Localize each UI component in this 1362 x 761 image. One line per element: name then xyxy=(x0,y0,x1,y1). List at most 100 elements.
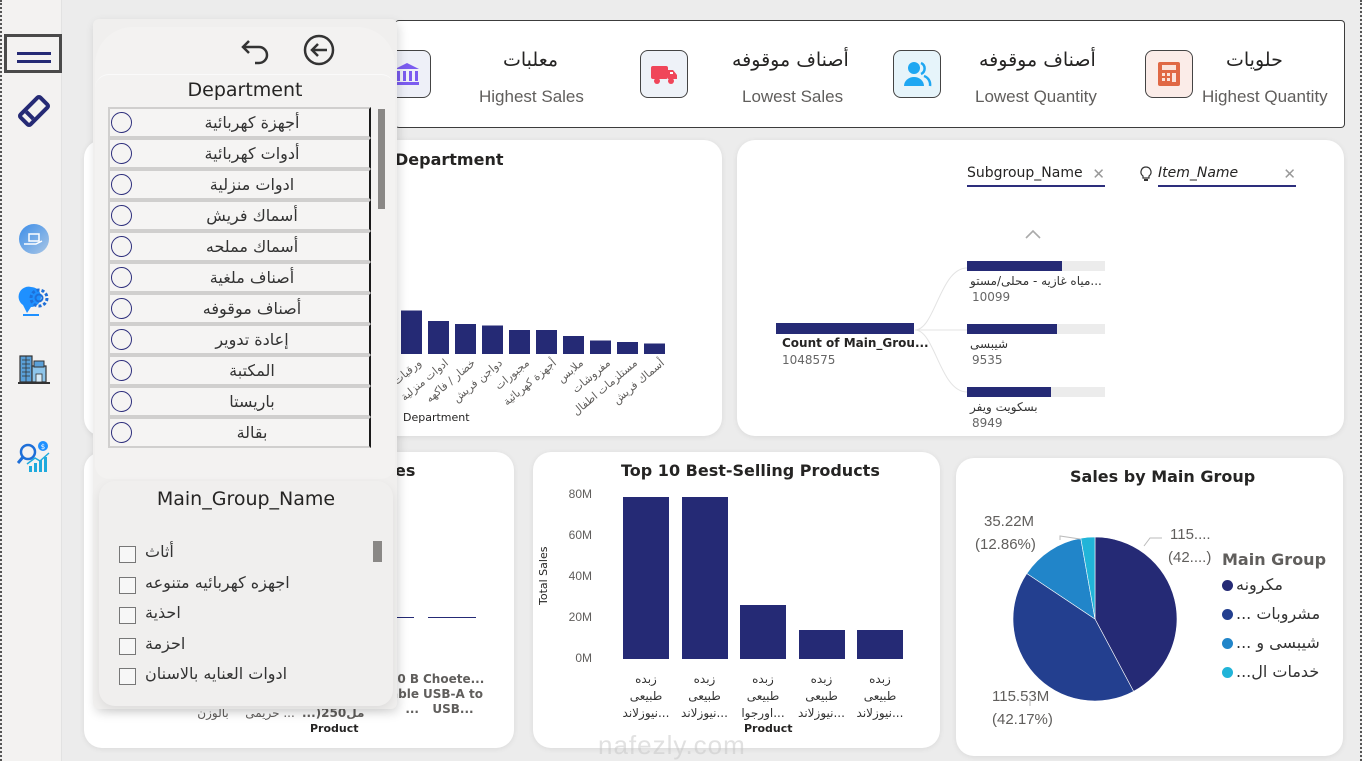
legend-item[interactable]: مكرونه xyxy=(1222,575,1283,594)
product-x-tick-label: طبيعى xyxy=(805,689,838,703)
main-group-slicer-item-label: ادوات العنايه بالاسنان xyxy=(145,664,288,683)
legend-item[interactable]: ...خدمات ال xyxy=(1222,662,1319,681)
department-slicer-item[interactable]: إعادة تدوير xyxy=(108,324,371,355)
main-group-slicer-item-label: أثاث xyxy=(145,542,174,561)
department-bar[interactable] xyxy=(455,324,476,354)
buildings-icon[interactable] xyxy=(17,352,51,386)
delivery-hand-icon[interactable] xyxy=(17,222,51,256)
radio-button[interactable] xyxy=(111,112,132,133)
product-bar[interactable] xyxy=(681,497,728,659)
radio-button[interactable] xyxy=(111,267,132,288)
department-bar[interactable] xyxy=(563,336,584,354)
svg-text:$: $ xyxy=(41,443,45,451)
department-slicer-item[interactable]: المكتبة xyxy=(108,355,371,386)
department-bar[interactable] xyxy=(590,340,611,355)
decomp-field-item[interactable]: Item_Name ✕ xyxy=(1158,165,1296,187)
radio-button[interactable] xyxy=(111,298,132,319)
department-slicer-item[interactable]: أسماك مملحه xyxy=(108,231,371,262)
eraser-icon[interactable] xyxy=(17,94,51,128)
department-bar[interactable] xyxy=(536,330,557,354)
location-gear-icon[interactable] xyxy=(17,283,51,317)
pie-data-label: 115.53M xyxy=(992,688,1050,705)
product-bar[interactable] xyxy=(798,630,845,659)
department-bar[interactable] xyxy=(644,343,665,355)
back-arrow-circle-icon[interactable] xyxy=(302,33,336,67)
main-group-slicer-item-label: اجهزه كهربائيه متنوعه xyxy=(145,572,290,592)
pie-data-percent: (12.86%) xyxy=(975,536,1036,553)
department-slicer-item[interactable]: ادوات منزلية xyxy=(108,169,371,200)
radio-button[interactable] xyxy=(111,360,132,381)
department-slicer-item[interactable]: بقالة xyxy=(108,417,371,448)
department-bar[interactable] xyxy=(617,342,638,354)
department-slicer-item-label: بقالة xyxy=(236,423,268,442)
pie-data-percent: (42....) xyxy=(1168,549,1212,566)
pie-slice[interactable] xyxy=(1080,536,1096,620)
checkbox[interactable] xyxy=(119,668,136,685)
hamburger-menu-button[interactable] xyxy=(4,34,62,73)
x-axis-title: Product xyxy=(744,722,793,735)
chevron-up-icon[interactable] xyxy=(1024,225,1042,243)
decomp-node-bar[interactable] xyxy=(967,261,1105,271)
close-icon[interactable]: ✕ xyxy=(1283,165,1296,183)
kpi-value: حلويات xyxy=(1226,49,1283,71)
product-x-tick-label: زبده xyxy=(810,672,833,686)
main-group-slicer-scrollbar[interactable] xyxy=(373,541,382,562)
radio-button[interactable] xyxy=(111,205,132,226)
department-bar[interactable] xyxy=(428,321,449,354)
radio-button[interactable] xyxy=(111,329,132,350)
legend-item[interactable]: ... شيبسى و xyxy=(1222,633,1320,652)
product-bar[interactable] xyxy=(740,604,786,659)
checkbox[interactable] xyxy=(119,607,136,624)
decomp-node-value: 8949 xyxy=(972,416,1003,430)
kpi-highest-sales: معلبات Highest Sales xyxy=(383,21,635,129)
department-slicer-item-label: أجهزة كهربائية xyxy=(204,113,300,132)
decomp-field-subgroup[interactable]: Subgroup_Name ✕ xyxy=(967,165,1105,187)
department-slicer-item[interactable]: باريستا xyxy=(108,386,371,417)
undo-icon[interactable] xyxy=(239,33,273,67)
decomp-node-bar[interactable] xyxy=(967,387,1105,397)
decomp-node-bar-fill xyxy=(967,324,1057,334)
pie-slice[interactable] xyxy=(1012,573,1135,702)
checkbox[interactable] xyxy=(119,637,136,655)
close-icon[interactable]: ✕ xyxy=(1092,165,1105,183)
department-bar[interactable] xyxy=(401,310,422,355)
department-slicer-scrollbar[interactable] xyxy=(378,109,385,209)
department-bar[interactable] xyxy=(482,325,503,355)
product-bar[interactable] xyxy=(857,630,903,659)
radio-button[interactable] xyxy=(111,391,132,412)
department-slicer-item[interactable]: أدوات كهربائية xyxy=(108,138,371,169)
radio-button[interactable] xyxy=(111,143,132,164)
sales-analytics-icon[interactable]: $ xyxy=(17,440,51,474)
product-x-tick-label: طبيعى xyxy=(746,689,780,703)
department-slicer-item[interactable]: أصناف موقوفه xyxy=(108,293,371,324)
department-slicer-item[interactable]: أصناف ملغية xyxy=(108,262,371,293)
decomp-root-bar[interactable] xyxy=(776,323,914,334)
checkbox[interactable] xyxy=(119,546,136,563)
main-group-slicer-item-label: احذية xyxy=(145,603,181,622)
x-tick-label: ...)مل250 xyxy=(302,706,365,720)
hamburger-icon xyxy=(17,52,51,55)
decomp-node-bar[interactable] xyxy=(967,324,1105,334)
pie-slice[interactable] xyxy=(1094,536,1178,692)
department-slicer-item[interactable]: أجهزة كهربائية xyxy=(108,107,371,138)
department-bar[interactable] xyxy=(509,330,530,354)
main-group-slicer-item-label: احزمة xyxy=(145,633,186,653)
kpi-strip: معلبات Highest Sales أصناف موقوفه Lowest… xyxy=(383,20,1345,129)
product-x-tick-label: ...نيوزلاند xyxy=(681,706,728,720)
radio-button[interactable] xyxy=(111,422,132,443)
legend-dot-icon xyxy=(1222,667,1233,678)
kpi-value: أصناف موقوفه xyxy=(979,49,1096,71)
main-group-slicer: Main_Group_Name أثاث اجهزه كهربائيه متنوع… xyxy=(99,481,393,706)
product-bar[interactable] xyxy=(623,497,669,659)
checkbox[interactable] xyxy=(119,576,136,594)
radio-button[interactable] xyxy=(111,236,132,257)
decomp-node-label: ...مياه غازيه - محلى/مستو xyxy=(970,274,1102,288)
y-tick-label: 60M xyxy=(568,528,592,542)
legend-item[interactable]: ... مشروبات xyxy=(1222,604,1320,623)
kpi-lowest-sales: أصناف موقوفه Lowest Sales xyxy=(640,21,880,129)
department-slicer-item[interactable]: أسماك فريش xyxy=(108,200,371,231)
radio-button[interactable] xyxy=(111,174,132,195)
y-tick-label: 0M xyxy=(575,651,592,665)
